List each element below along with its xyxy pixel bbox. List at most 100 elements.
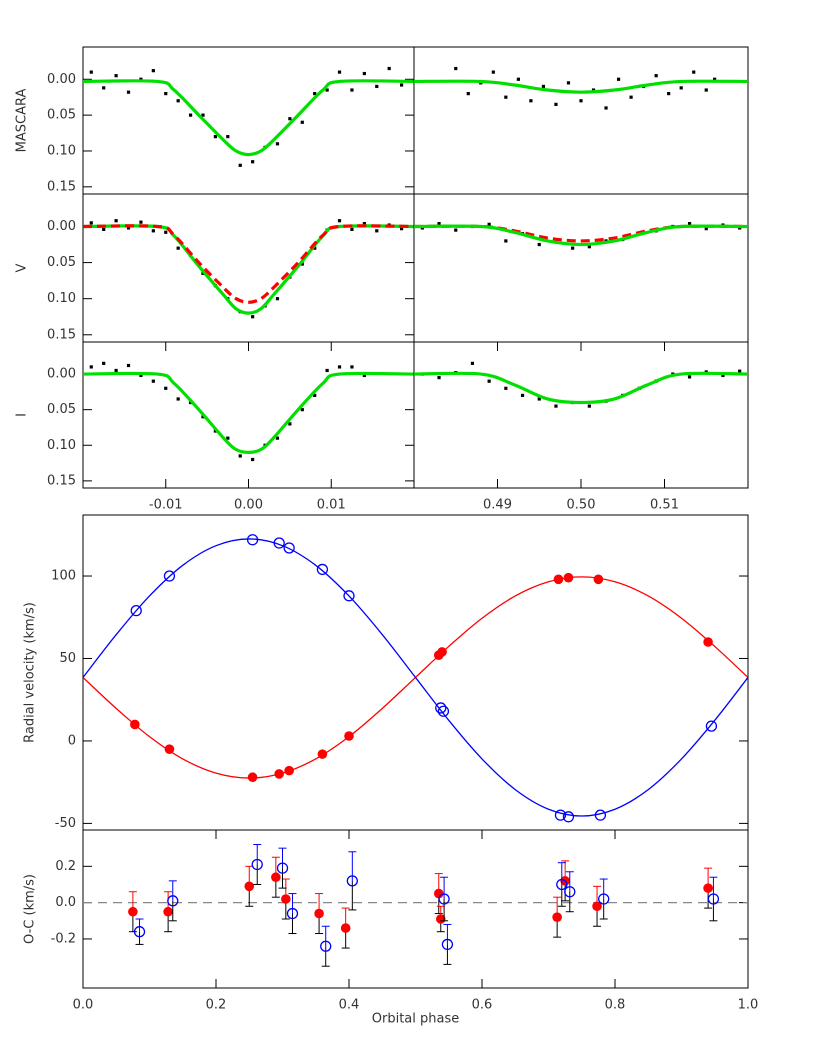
- data-point: [437, 222, 441, 226]
- data-point: [251, 160, 255, 164]
- data-point: [251, 858, 263, 871]
- data-point: [238, 454, 242, 458]
- data-point: [164, 230, 168, 234]
- data-point: [274, 769, 284, 779]
- y-tick-label: 0.05: [47, 108, 76, 123]
- data-point: [130, 605, 142, 617]
- y-tick-label: -0.2: [51, 931, 76, 946]
- data-point: [102, 361, 106, 365]
- data-point: [201, 415, 205, 419]
- data-point: [554, 102, 558, 106]
- data-point: [703, 637, 713, 647]
- x-tick-label: 0.2: [206, 998, 227, 1013]
- x-tick-label: 0.51: [650, 498, 679, 513]
- data-point: [176, 397, 180, 401]
- model-curve: [414, 371, 748, 405]
- data-point: [433, 888, 444, 899]
- data-point: [564, 886, 576, 898]
- data-point: [553, 574, 564, 585]
- panel-frame: [82, 829, 749, 989]
- data-point: [399, 227, 404, 231]
- data-point: [667, 92, 671, 96]
- data-point: [273, 537, 285, 549]
- data-point: [454, 66, 458, 71]
- data-point: [251, 315, 255, 319]
- data-point: [375, 229, 379, 233]
- y-tick-label: 0.15: [47, 179, 76, 194]
- data-point: [89, 221, 93, 225]
- data-point: [629, 95, 633, 99]
- x-tick-label: 0.8: [605, 998, 626, 1013]
- y-tick-label: 0.0: [55, 895, 76, 910]
- panel-frame: [413, 341, 749, 489]
- x-tick-label: -0.01: [149, 498, 183, 513]
- data-point: [705, 720, 718, 732]
- data-point: [587, 245, 591, 249]
- x-tick-label: 0.0: [73, 998, 94, 1013]
- data-point: [362, 71, 366, 76]
- data-point: [552, 912, 562, 922]
- y-tick-label: 0.00: [47, 367, 76, 382]
- y-axis-label: Radial velocity (km/s): [23, 602, 38, 743]
- x-tick-label: 0.01: [317, 498, 346, 513]
- data-point: [284, 765, 294, 776]
- x-tick-label: 0.49: [483, 498, 512, 513]
- data-point: [563, 572, 574, 583]
- data-point: [164, 744, 175, 754]
- panel-frame: [82, 193, 415, 343]
- x-axis-label: Orbital phase: [372, 1012, 459, 1027]
- data-point: [314, 908, 324, 919]
- data-point: [362, 373, 366, 378]
- data-point: [587, 404, 591, 408]
- data-point: [226, 135, 230, 139]
- y-tick-label: 0.15: [47, 473, 76, 488]
- x-tick-label: 0.50: [567, 498, 596, 513]
- data-point: [470, 361, 475, 365]
- data-point: [529, 99, 533, 103]
- data-point: [89, 70, 93, 74]
- data-point: [300, 120, 304, 124]
- data-point: [350, 88, 354, 92]
- x-tick-label: 0.00: [234, 498, 263, 513]
- data-point: [594, 809, 607, 821]
- data-point: [130, 719, 140, 730]
- y-tick-label: 0.2: [55, 859, 76, 874]
- data-point: [163, 570, 176, 582]
- data-point: [271, 872, 281, 883]
- y-tick-label: 0.05: [47, 255, 76, 270]
- data-point: [592, 901, 602, 912]
- data-point: [313, 92, 317, 96]
- data-point: [114, 368, 118, 373]
- data-point: [275, 142, 280, 146]
- data-point: [151, 379, 155, 383]
- data-point: [556, 878, 568, 891]
- data-point: [566, 81, 571, 85]
- data-point: [128, 906, 138, 917]
- data-point: [537, 242, 541, 247]
- data-point: [337, 70, 342, 74]
- y-axis-label: O-C (km/s): [23, 874, 38, 944]
- panel-frame: [82, 46, 415, 195]
- data-point: [679, 86, 683, 90]
- data-point: [738, 369, 742, 373]
- data-point: [300, 408, 304, 412]
- x-tick-label: 0.4: [339, 998, 360, 1013]
- y-tick-label: 0.15: [47, 327, 76, 342]
- data-point: [226, 436, 230, 440]
- panel-frame: [82, 341, 415, 489]
- y-tick-label: 0.10: [47, 143, 76, 158]
- data-point: [435, 702, 447, 714]
- model-curve: [83, 79, 414, 157]
- data-point: [325, 88, 329, 92]
- data-point: [350, 227, 354, 231]
- data-point: [554, 404, 558, 408]
- data-point: [438, 893, 450, 905]
- panel-frame: [413, 193, 749, 343]
- data-point: [102, 227, 106, 231]
- y-tick-label: 0.10: [47, 438, 76, 453]
- data-point: [343, 590, 355, 602]
- y-axis-label: V: [15, 263, 30, 272]
- data-point: [707, 893, 720, 905]
- data-point: [713, 77, 717, 81]
